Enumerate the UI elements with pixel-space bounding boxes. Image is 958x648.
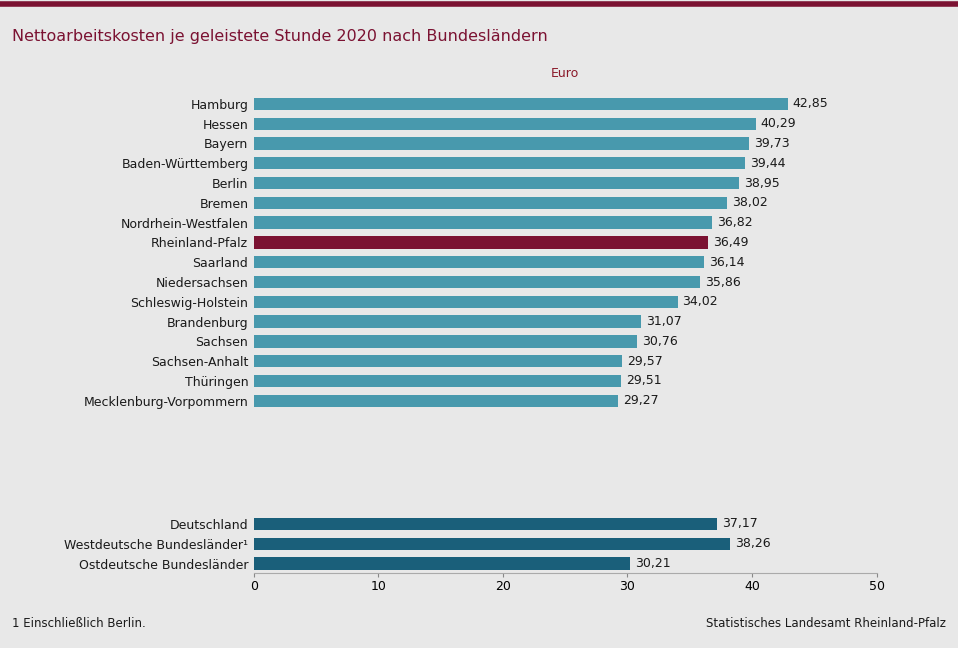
Text: 38,26: 38,26 [736,537,771,550]
Bar [254,197,727,209]
Bar [254,237,708,249]
Bar [254,98,787,110]
Text: 29,51: 29,51 [627,375,662,388]
Text: 30,21: 30,21 [635,557,671,570]
Text: Statistisches Landesamt Rheinland-Pfalz: Statistisches Landesamt Rheinland-Pfalz [705,617,946,630]
Bar [254,355,622,367]
Text: 38,95: 38,95 [744,176,780,189]
Bar [254,518,717,530]
Text: 31,07: 31,07 [646,315,681,328]
Bar [254,557,630,570]
Bar [254,177,739,189]
Bar [254,117,756,130]
Text: 29,27: 29,27 [624,394,659,408]
Text: 36,82: 36,82 [718,216,753,229]
Text: 34,02: 34,02 [682,295,718,308]
Text: 36,49: 36,49 [714,236,749,249]
Bar [254,395,619,407]
Bar [254,335,637,347]
Bar [254,538,730,550]
Text: 42,85: 42,85 [792,97,829,110]
Text: Euro: Euro [551,67,580,80]
Bar [254,137,748,150]
Bar [254,157,745,169]
Text: 39,73: 39,73 [754,137,789,150]
Text: 40,29: 40,29 [761,117,796,130]
Text: 29,57: 29,57 [627,354,663,367]
Text: 38,02: 38,02 [732,196,768,209]
Text: Nettoarbeitskosten je geleistete Stunde 2020 nach Bundesländern: Nettoarbeitskosten je geleistete Stunde … [12,29,548,44]
Bar [254,256,704,268]
Text: 1 Einschließlich Berlin.: 1 Einschließlich Berlin. [12,617,147,630]
Bar [254,316,641,328]
Bar [254,375,622,387]
Bar [254,216,713,229]
Text: 37,17: 37,17 [721,518,758,531]
Text: 39,44: 39,44 [750,157,786,170]
Text: 30,76: 30,76 [642,335,677,348]
Text: 35,86: 35,86 [705,275,741,288]
Bar [254,276,700,288]
Bar [254,295,677,308]
Text: 36,14: 36,14 [709,256,744,269]
